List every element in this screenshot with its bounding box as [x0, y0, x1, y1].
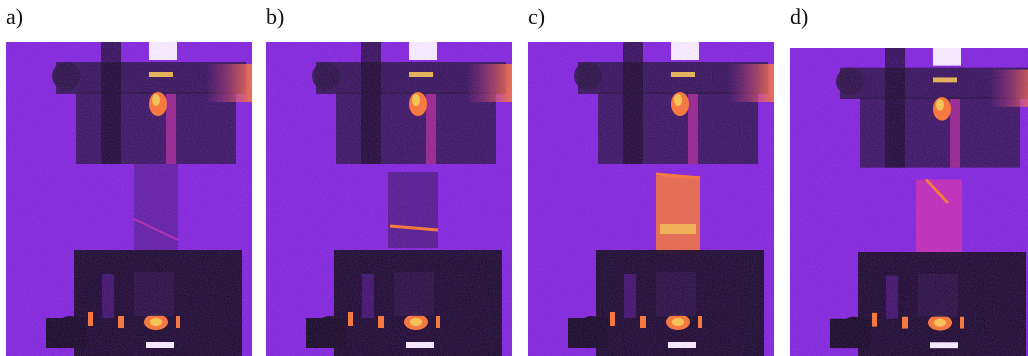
thermal-svg-b — [266, 42, 512, 356]
panel-label-b: b) — [266, 4, 285, 29]
thermal-image-d — [790, 48, 1028, 356]
panel-label-c: c) — [528, 4, 546, 29]
thermal-svg-d — [790, 48, 1028, 356]
thermal-image-a — [6, 42, 252, 356]
thermal-image-b — [266, 42, 512, 356]
thermal-svg-a — [6, 42, 252, 356]
panel-label-a: a) — [6, 4, 24, 29]
thermal-image-c — [528, 42, 774, 356]
panel-label-d: d) — [790, 4, 809, 29]
thermal-svg-c — [528, 42, 774, 356]
